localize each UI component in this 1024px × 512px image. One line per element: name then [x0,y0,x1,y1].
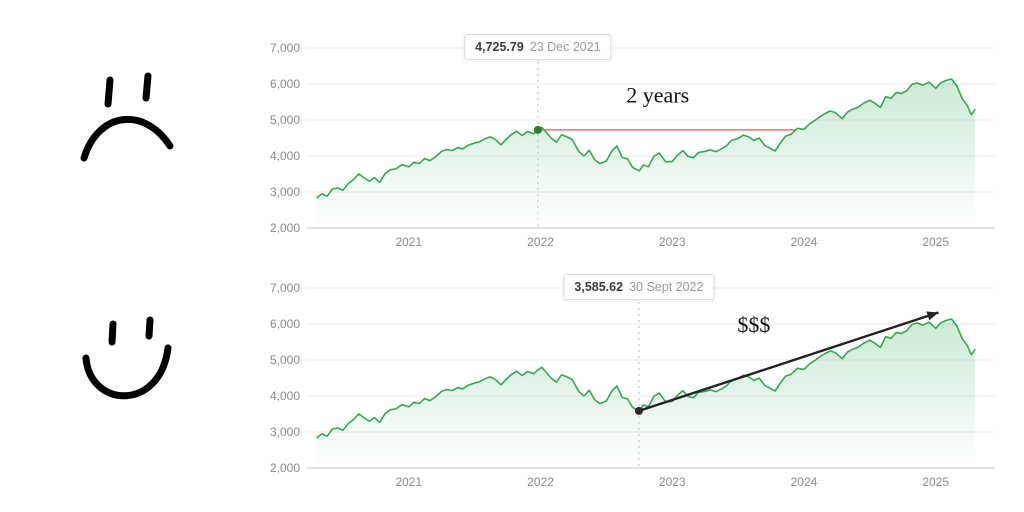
tooltip-value: 3,585.62 [574,280,624,294]
x-tick-label: 2024 [791,235,818,249]
y-tick-label: 7,000 [270,281,300,295]
tooltip-date: 23 Dec 2021 [529,40,601,54]
area-fill [316,319,976,468]
y-tick-label: 6,000 [270,317,300,331]
sad-face-left-eye [104,76,114,108]
annotation-label: 2 years [626,83,689,108]
gain-arrow [638,311,939,413]
smiley-face-right-eye [145,316,154,340]
x-tick-label: 2025 [922,235,949,249]
gain-arrowhead [926,311,939,321]
x-tick-label: 2024 [791,475,818,489]
smiley-face-icon [82,316,172,400]
y-tick-label: 4,000 [270,149,300,163]
y-tick-label: 6,000 [270,77,300,91]
price-line [316,318,976,439]
annotation-label: $$$ [737,312,770,337]
x-tick-label: 2023 [659,475,686,489]
tooltip-date: 30 Sept 2022 [629,280,704,294]
x-tick-label: 2023 [659,235,686,249]
tooltip-value: 4,725.79 [475,40,524,54]
sad-face-mouth [80,116,174,162]
y-tick-label: 2,000 [270,461,300,475]
y-tick-label: 5,000 [270,353,300,367]
y-tick-label: 7,000 [270,41,300,55]
marker-dot [634,406,643,415]
bottom-chart-tooltip: 3,585.62 30 Sept 2022 [563,274,715,300]
y-tick-label: 2,000 [270,221,300,235]
price-line [316,78,976,199]
top-chart-plot[interactable]: 2,000 3,000 4,000 5,000 6,000 7,000 2021 2022 20… [250,18,1020,253]
y-tick-label: 3,000 [270,425,300,439]
bottom-chart: 3,585.62 30 Sept 2022 2,000 3,000 4,000 5,00… [250,258,1020,493]
sad-face-icon [80,72,174,162]
x-tick-label: 2025 [922,475,949,489]
x-tick-label: 2021 [395,475,422,489]
marker-dot [533,125,542,134]
y-tick-label: 5,000 [270,113,300,127]
x-tick-label: 2022 [527,475,554,489]
smiley-face-mouth [82,344,172,400]
x-tick-label: 2022 [527,235,554,249]
top-chart: 4,725.79 23 Dec 2021 2,000 3,000 4,000 5,000… [250,18,1020,253]
y-tick-label: 4,000 [270,389,300,403]
area-fill [316,79,976,228]
y-tick-label: 3,000 [270,185,300,199]
bottom-chart-plot[interactable]: 2,000 3,000 4,000 5,000 6,000 7,000 2021 2022 20… [250,258,1020,493]
x-tick-label: 2021 [395,235,422,249]
smiley-face-left-eye [108,320,117,346]
sad-face-right-eye [142,72,152,102]
top-chart-tooltip: 4,725.79 23 Dec 2021 [464,34,612,60]
